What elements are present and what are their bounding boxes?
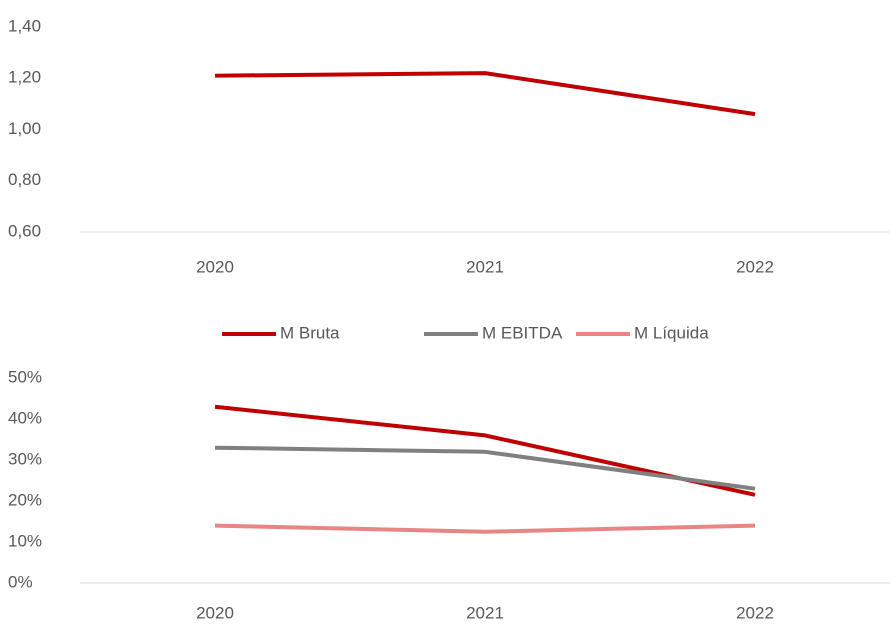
y-tick-label: 30% <box>8 449 42 468</box>
series-line <box>214 523 756 534</box>
y-tick-label: 1,20 <box>8 68 41 87</box>
x-tick-label: 2021 <box>466 603 504 622</box>
y-tick-label: 1,00 <box>8 119 41 138</box>
y-tick-label: 1,40 <box>8 16 41 35</box>
legend-label: M Bruta <box>280 323 340 342</box>
y-tick-label: 50% <box>8 367 42 386</box>
y-tick-label: 0,80 <box>8 170 41 189</box>
series-line <box>214 71 756 117</box>
y-tick-label: 0% <box>8 572 33 591</box>
y-tick-label: 0,60 <box>8 221 41 240</box>
legend-label: M EBITDA <box>482 323 563 342</box>
x-tick-label: 2022 <box>736 257 774 276</box>
series-line <box>214 445 756 491</box>
legend-label: M Líquida <box>634 323 709 342</box>
y-tick-label: 10% <box>8 531 42 550</box>
x-tick-label: 2022 <box>736 603 774 622</box>
x-tick-label: 2021 <box>466 257 504 276</box>
y-tick-label: 40% <box>8 408 42 427</box>
y-tick-label: 20% <box>8 490 42 509</box>
x-tick-label: 2020 <box>196 257 234 276</box>
x-tick-label: 2020 <box>196 603 234 622</box>
